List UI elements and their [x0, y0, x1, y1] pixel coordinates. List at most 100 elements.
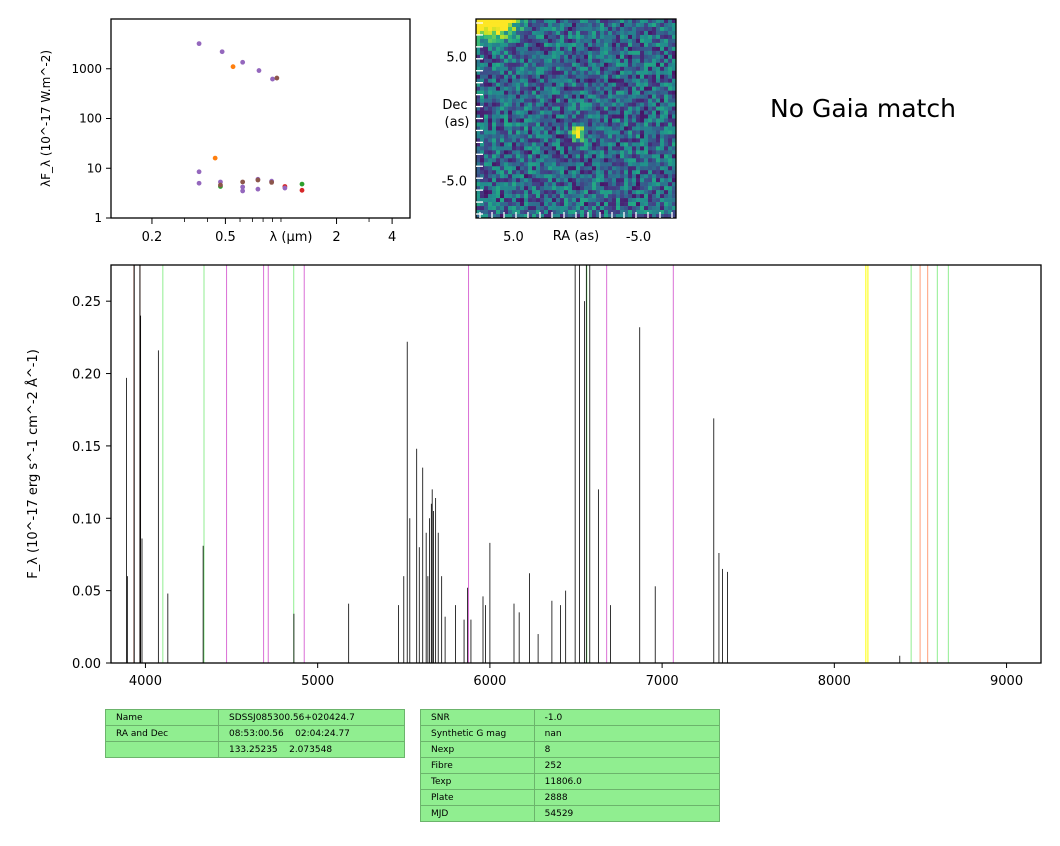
spectrum-xtick-label: 8000	[818, 674, 851, 689]
image-pixel	[528, 146, 533, 151]
image-pixel	[672, 182, 677, 187]
image-pixel	[576, 30, 581, 36]
image-pixel	[660, 114, 665, 119]
image-pixel	[504, 70, 509, 76]
image-pixel	[624, 146, 629, 151]
image-pixel	[592, 126, 597, 131]
image-pixel	[632, 62, 637, 68]
image-pixel	[560, 174, 565, 179]
image-pixel	[568, 94, 573, 99]
image-pixel	[532, 22, 537, 28]
image-pixel	[660, 146, 665, 151]
image-pixel	[576, 134, 581, 139]
image-pixel	[612, 26, 617, 32]
image-pixel	[476, 122, 481, 127]
image-pixel	[520, 162, 525, 167]
image-pixel	[616, 194, 621, 199]
image-pixel	[624, 110, 629, 115]
image-pixel	[584, 106, 589, 111]
image-pixel	[640, 210, 645, 215]
image-pixel	[484, 118, 489, 123]
image-pixel	[620, 162, 625, 167]
image-pixel	[600, 202, 605, 207]
image-pixel	[620, 182, 625, 187]
image-pixel	[624, 50, 629, 56]
image-pixel	[624, 34, 629, 40]
image-pixel	[588, 58, 593, 64]
image-pixel	[672, 174, 677, 179]
image-pixel	[652, 202, 657, 207]
image-pixel	[536, 90, 541, 95]
image-pixel	[524, 114, 529, 119]
image-pixel	[636, 146, 641, 151]
image-pixel	[484, 66, 489, 72]
image-pixel	[624, 194, 629, 199]
image-pixel	[536, 34, 541, 40]
image-pixel	[600, 178, 605, 183]
image-pixel	[556, 50, 561, 56]
image-pixel	[576, 58, 581, 64]
image-pixel	[584, 170, 589, 175]
image-pixel	[520, 210, 525, 215]
image-pixel	[640, 206, 645, 211]
image-pixel	[488, 38, 493, 44]
image-pixel	[540, 126, 545, 131]
image-pixel	[596, 42, 601, 48]
image-pixel	[588, 19, 593, 24]
image-pixel	[544, 110, 549, 115]
image-pixel	[576, 138, 581, 143]
image-pixel	[500, 210, 505, 215]
image-pixel	[568, 214, 573, 219]
image-pixel	[508, 34, 513, 40]
image-pixel	[516, 178, 521, 183]
image-pixel	[532, 106, 537, 111]
image-pixel	[636, 22, 641, 28]
image-pixel	[648, 50, 653, 56]
image-pixel	[560, 198, 565, 203]
image-pixel	[596, 166, 601, 171]
image-pixel	[544, 114, 549, 119]
image-pixel	[660, 158, 665, 163]
image-pixel	[620, 190, 625, 195]
image-pixel	[612, 34, 617, 40]
image-pixel	[616, 74, 621, 79]
image-pixel	[644, 186, 649, 191]
image-pixel	[584, 46, 589, 52]
image-pixel	[588, 182, 593, 187]
image-pixel	[632, 110, 637, 115]
image-pixel	[496, 158, 501, 163]
image-pixel	[664, 102, 669, 107]
image-pixel	[564, 186, 569, 191]
image-pixel	[648, 106, 653, 111]
image-pixel	[604, 19, 609, 24]
image-pixel	[528, 210, 533, 215]
image-pixel	[560, 138, 565, 143]
image-pixel	[504, 118, 509, 123]
image-pixel	[636, 190, 641, 195]
image-pixel	[660, 142, 665, 147]
image-pixel	[648, 150, 653, 155]
image-pixel	[648, 118, 653, 123]
image-pixel	[544, 54, 549, 60]
image-pixel	[608, 174, 613, 179]
image-pixel	[640, 102, 645, 107]
image-pixel	[504, 174, 509, 179]
image-pixel	[616, 82, 621, 87]
image-pixel	[668, 166, 673, 171]
image-pixel	[560, 134, 565, 139]
image-pixel	[476, 210, 481, 215]
image-pixel	[604, 186, 609, 191]
image-pixel	[492, 58, 497, 64]
image-pixel	[636, 134, 641, 139]
image-pixel	[628, 158, 633, 163]
image-pixel	[504, 202, 509, 207]
image-pixel	[532, 74, 537, 79]
image-pixel	[512, 174, 517, 179]
image-pixel	[644, 202, 649, 207]
image-pixel	[608, 106, 613, 111]
image-pixel	[476, 98, 481, 103]
image-pixel	[552, 82, 557, 87]
image-pixel	[484, 86, 489, 91]
image-pixel	[644, 90, 649, 95]
image-pixel	[648, 154, 653, 159]
